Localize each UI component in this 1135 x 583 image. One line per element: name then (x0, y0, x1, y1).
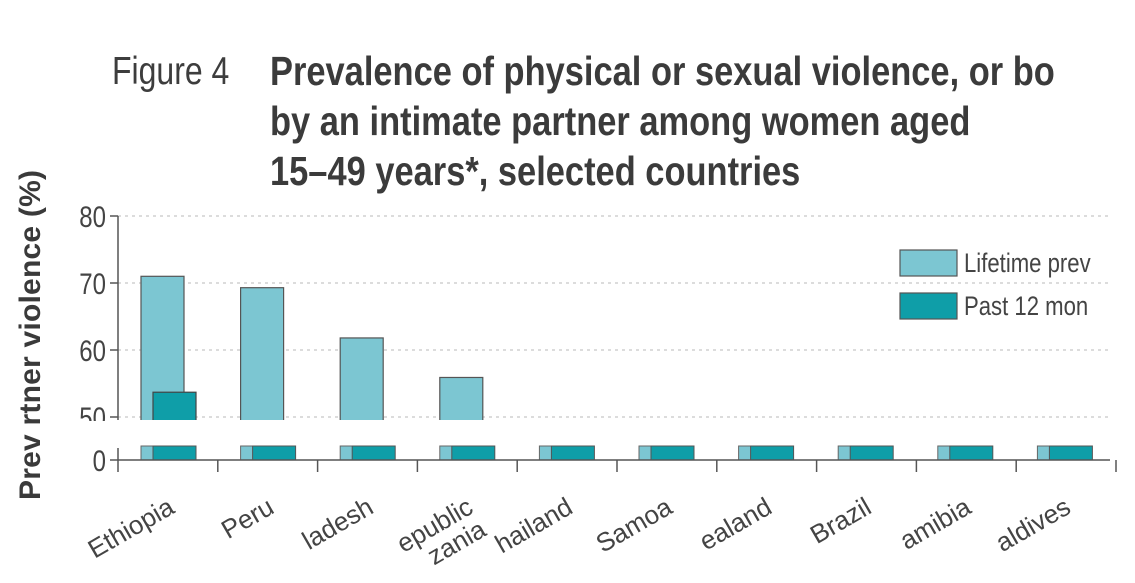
figure-label: Figure 4 (112, 50, 230, 93)
x-category-label-line: Peru (216, 491, 279, 544)
x-category-label: Brazil (805, 491, 876, 549)
bar-past12-stub (949, 445, 994, 461)
bar-past12-stub (650, 445, 695, 461)
chart-title-line-3: 15–49 years*, selected countries (270, 148, 801, 194)
x-category-label-line: Samoa (591, 491, 678, 558)
axis-break-gap (0, 421, 1135, 445)
x-category-label-line: amibia (894, 491, 976, 556)
x-category-label-line: Ethiopia (83, 491, 180, 564)
bar-past12-stub (750, 445, 795, 461)
y-tick-label: 60 (79, 333, 106, 367)
x-category-label: amibia (894, 491, 976, 556)
x-category-label-line: Brazil (805, 491, 876, 549)
bar-lifetime (339, 337, 384, 420)
x-category-label: ealand (694, 491, 777, 556)
x-category-label-line: ealand (694, 491, 777, 556)
bar-past12-stub (1048, 445, 1093, 461)
chart-title-line-2: by an intimate partner among women aged (270, 98, 971, 144)
x-category-label-line: hailand (490, 491, 578, 559)
bar-past12-stub (550, 445, 595, 461)
bar-past12-stub (451, 445, 496, 461)
x-category-label: aldives (990, 491, 1075, 557)
legend-swatch (899, 249, 958, 277)
bar-lifetime (240, 287, 285, 420)
chart-title-line-1: Prevalence of physical or sexual violenc… (270, 48, 1055, 94)
y-tick-label: 70 (79, 266, 106, 300)
chart-title-block: Figure 4 Prevalence of physical or sexua… (112, 44, 1135, 204)
x-category-label: Ethiopia (83, 491, 180, 564)
x-category-label-line: ladesh (297, 491, 378, 555)
legend-label: Lifetime prev (964, 249, 1091, 279)
bar-past12 (152, 391, 197, 420)
legend-label: Past 12 mon (964, 292, 1088, 322)
x-category-label: ladesh (297, 491, 378, 555)
x-category-label: Samoa (591, 491, 678, 558)
x-category-label: Peru (216, 491, 279, 544)
y-tick-label: 80 (79, 199, 106, 233)
bar-past12-stub (152, 445, 197, 461)
bar-past12-stub (849, 445, 894, 461)
y-tick-label: 0 (93, 443, 106, 477)
legend-swatch (899, 292, 958, 320)
bar-lifetime (439, 376, 484, 420)
y-axis-label: Prev rtner violence (%) (14, 170, 47, 500)
x-category-label: hailand (490, 491, 578, 559)
x-category-label-line: aldives (990, 491, 1075, 557)
bar-past12-stub (351, 445, 396, 461)
bar-past12-stub (252, 445, 297, 461)
x-category-label: epubliczania (391, 491, 491, 581)
